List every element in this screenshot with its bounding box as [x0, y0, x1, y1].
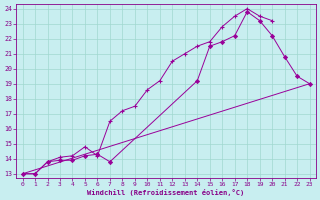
- X-axis label: Windchill (Refroidissement éolien,°C): Windchill (Refroidissement éolien,°C): [87, 189, 245, 196]
